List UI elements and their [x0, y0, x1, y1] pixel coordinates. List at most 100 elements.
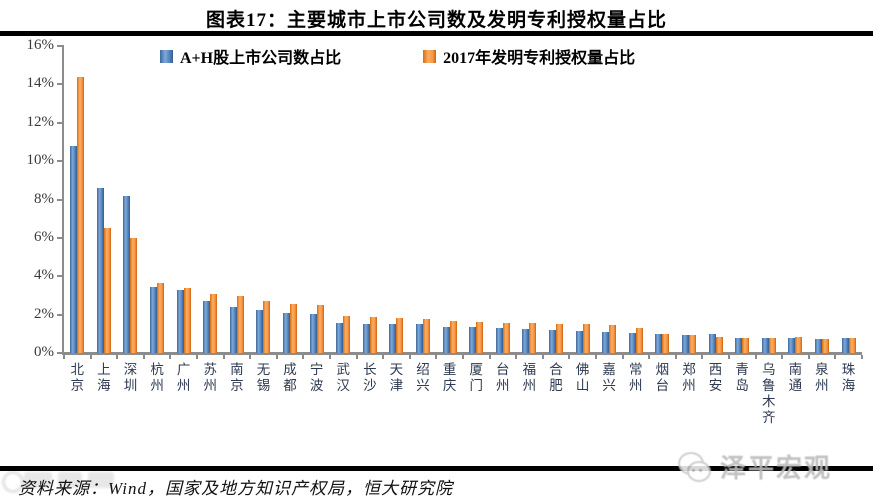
bar-patent-grants: [502, 323, 510, 353]
bar-group: [357, 46, 384, 353]
bar-patent-grants: [476, 322, 484, 353]
bar-listed-companies: [283, 312, 291, 353]
bar-listed-companies: [203, 301, 211, 353]
x-axis-label: 合肥: [549, 362, 563, 393]
x-axis-label: 武汉: [336, 362, 350, 393]
x-tick-mark: [116, 355, 119, 359]
bar-listed-companies: [841, 337, 849, 353]
bar-group: [91, 46, 118, 353]
x-tick-mark: [435, 355, 438, 359]
watermark-zeping-macro: 泽平宏观: [678, 448, 832, 485]
title-divider-line: [0, 31, 873, 36]
bar-patent-grants: [582, 324, 590, 353]
x-axis-label: 南京: [230, 362, 244, 393]
bar-patent-grants: [183, 287, 191, 353]
bar-patent-grants: [290, 304, 298, 353]
bar-patent-grants: [662, 333, 670, 353]
x-tick-mark: [89, 355, 92, 359]
x-tick-mark: [408, 355, 411, 359]
bar-group: [383, 46, 410, 353]
bar-patent-grants: [316, 305, 324, 353]
bar-patent-grants: [688, 334, 696, 353]
bar-group: [144, 46, 171, 353]
bar-patent-grants: [635, 328, 643, 353]
y-tick-label: 6%: [34, 228, 54, 245]
bar-listed-companies: [416, 324, 424, 353]
x-tick-mark: [302, 355, 305, 359]
bar-patent-grants: [77, 76, 85, 353]
bar-group: [516, 46, 543, 353]
y-tick-label: 8%: [34, 190, 54, 207]
x-tick-mark: [196, 355, 198, 359]
bar-group: [755, 46, 782, 353]
bar-group: [303, 46, 330, 353]
chart-title: 图表17：主要城市上市公司数及发明专利授权量占比: [205, 10, 667, 31]
x-tick-mark: [249, 355, 252, 359]
x-axis-label: 乌鲁木齐: [761, 362, 776, 425]
x-tick-mark: [169, 355, 172, 359]
bar-listed-companies: [150, 286, 158, 353]
bar-patent-grants: [742, 337, 750, 353]
bar-group: [277, 46, 304, 353]
bar-patent-grants: [449, 321, 457, 353]
y-tick-mark: [57, 121, 62, 124]
x-tick-mark: [701, 355, 704, 359]
bar-listed-companies: [602, 331, 610, 353]
legend-item-listed-companies: A+H股上市公司数占比: [160, 44, 341, 68]
bar-patent-grants: [423, 319, 431, 353]
y-tick-label: 4%: [34, 267, 54, 284]
bar-group: [224, 46, 251, 353]
bar-listed-companies: [96, 188, 104, 353]
legend-swatch-blue: [160, 49, 173, 63]
x-tick-mark: [355, 355, 358, 359]
bar-group: [64, 46, 91, 353]
x-tick-mark: [834, 355, 837, 359]
bar-patent-grants: [795, 336, 803, 353]
x-tick-mark: [621, 355, 624, 359]
bar-listed-companies: [735, 337, 743, 353]
y-tick-label: 16%: [26, 37, 55, 53]
y-tick-mark: [57, 352, 62, 354]
x-axis-label: 长沙: [363, 362, 377, 393]
x-axis-label: 苏州: [203, 362, 218, 393]
x-tick-mark: [222, 355, 225, 359]
y-axis-line: [62, 45, 64, 354]
bar-group: [596, 46, 623, 353]
bar-group: [835, 46, 862, 353]
x-axis-label: 广州: [176, 362, 191, 393]
x-axis-label: 青岛: [735, 362, 749, 393]
x-axis-label: 上海: [97, 362, 111, 393]
bar-listed-companies: [575, 330, 583, 353]
bar-chart: 0% 2% 4% 6% 8% 10% 12% 14% 16% A+H股上市公司数占比 2017年…: [26, 37, 863, 425]
x-axis-label: 成都: [283, 362, 297, 393]
bar-listed-companies: [761, 337, 769, 353]
x-axis-label: 宁波: [309, 362, 324, 393]
bar-patent-grants: [210, 293, 218, 353]
bar-group: [330, 46, 357, 353]
plot-area: [64, 46, 862, 353]
y-tick-mark: [57, 160, 62, 163]
chart-legend: A+H股上市公司数占比 2017年发明专利授权量占比: [160, 44, 635, 68]
bar-patent-grants: [103, 228, 111, 353]
y-tick-label: 14%: [26, 75, 55, 92]
bar-patent-grants: [821, 338, 829, 353]
bar-group: [729, 46, 756, 353]
bar-group: [117, 46, 144, 353]
x-axis-label: 南通: [788, 362, 803, 393]
x-tick-mark: [674, 355, 677, 359]
bar-patent-grants: [157, 283, 165, 353]
bar-group: [782, 46, 809, 353]
bar-listed-companies: [548, 330, 556, 353]
bar-listed-companies: [788, 337, 796, 353]
x-tick-mark: [728, 355, 730, 359]
x-tick-mark: [807, 355, 810, 359]
bar-patent-grants: [715, 336, 723, 353]
x-axis-label: 珠海: [841, 362, 856, 393]
x-tick-mark: [648, 355, 651, 359]
bar-patent-grants: [236, 296, 244, 353]
watermark-left-logo: [0, 468, 120, 498]
x-axis-label: 台州: [496, 362, 510, 393]
footer-divider-line: [0, 466, 873, 471]
x-axis-label: 北京: [70, 362, 85, 393]
